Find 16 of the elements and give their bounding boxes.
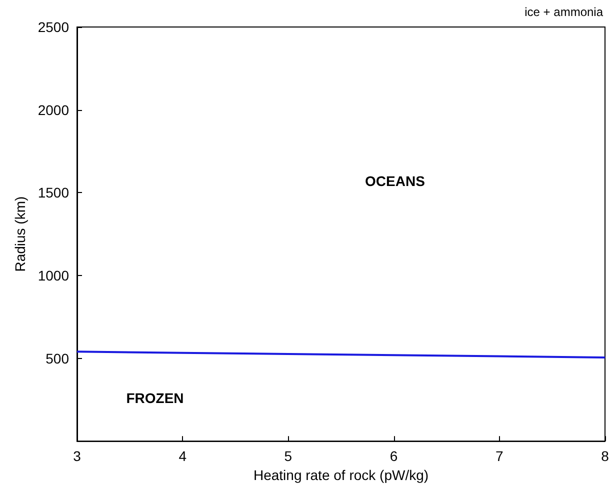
y-tick-label: 1000	[38, 267, 70, 284]
y-tick-label: 1500	[38, 184, 70, 201]
x-tick-label: 5	[284, 448, 292, 464]
y-tick-label: 2500	[38, 19, 70, 35]
x-tick-label: 6	[390, 448, 398, 464]
x-tick-label: 4	[178, 448, 187, 464]
y-tick-label: 500	[46, 350, 70, 366]
y-axis-title: Radius (km)	[12, 196, 28, 272]
x-axis-title: Heating rate of rock (pW/kg)	[253, 467, 429, 483]
annotation: FROZEN	[126, 390, 184, 406]
x-tick-label: 3	[73, 448, 82, 464]
text: ice + ammonia	[524, 5, 604, 19]
x-tick-label: 7	[496, 448, 504, 464]
annotation: OCEANS	[365, 173, 425, 189]
x-tick-label: 8	[601, 448, 610, 464]
y-tick-label: 2000	[38, 102, 70, 118]
